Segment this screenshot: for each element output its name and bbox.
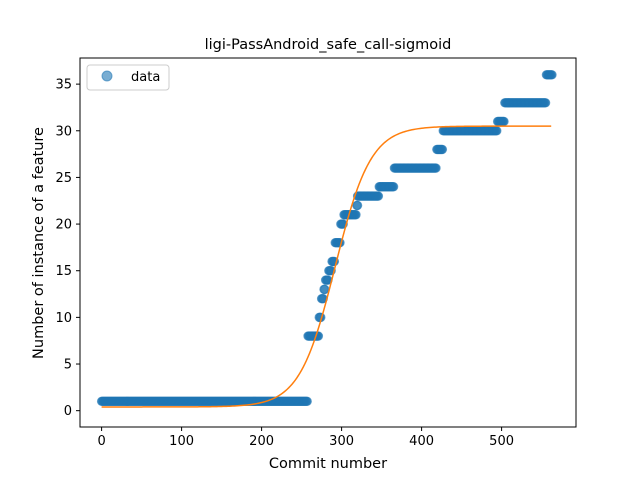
y-tick-label: 0 xyxy=(64,404,72,419)
x-tick-label: 200 xyxy=(249,434,274,449)
y-tick-label: 20 xyxy=(55,218,72,233)
x-tick-label: 100 xyxy=(169,434,194,449)
data-point xyxy=(351,210,361,220)
y-axis-label: Number of instance of a feature xyxy=(31,127,47,359)
data-point xyxy=(431,163,441,173)
x-tick-label: 0 xyxy=(97,434,105,449)
legend: data xyxy=(86,64,170,91)
data-point xyxy=(388,182,399,192)
x-axis-label: Commit number xyxy=(269,456,387,472)
data-point xyxy=(437,144,448,155)
data-point xyxy=(492,126,502,136)
data-point xyxy=(320,284,330,295)
y-axis: 0 5 10 15 20 25 30 35 xyxy=(55,78,80,419)
x-tick-label: 400 xyxy=(409,434,434,449)
legend-marker-data xyxy=(101,70,113,82)
x-tick-label: 500 xyxy=(489,434,514,449)
x-axis: 0 100 200 300 400 500 xyxy=(97,427,514,449)
y-tick-label: 30 xyxy=(55,124,72,139)
x-tick-label: 300 xyxy=(329,434,354,449)
data-point xyxy=(302,396,312,407)
y-tick-label: 25 xyxy=(55,171,72,186)
data-point xyxy=(352,200,363,211)
data-point xyxy=(547,70,557,80)
y-tick-label: 15 xyxy=(55,264,72,279)
y-tick-label: 10 xyxy=(55,311,72,326)
legend-label-data: data xyxy=(131,70,160,85)
y-tick-label: 5 xyxy=(64,358,72,373)
y-tick-label: 35 xyxy=(55,78,72,93)
plot-frame xyxy=(79,57,577,428)
sigmoid-fit-line xyxy=(101,125,552,408)
data-point xyxy=(373,191,384,201)
data-point xyxy=(499,116,509,127)
series-data xyxy=(96,70,557,407)
data-layer xyxy=(96,70,557,408)
chart-title: ligi-PassAndroid_safe_call-sigmoid xyxy=(205,37,452,53)
data-point xyxy=(540,98,551,108)
